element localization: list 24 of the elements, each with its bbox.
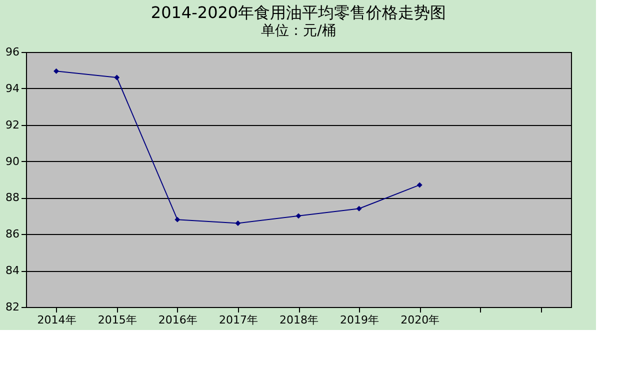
point [416, 182, 422, 188]
x-tick-label: 2019年 [340, 314, 380, 326]
point [296, 213, 302, 219]
point [174, 216, 180, 222]
point [114, 74, 120, 80]
y-tick-label: 90 [6, 154, 20, 168]
chart-subtitle: 单位：元/桶 [261, 23, 336, 39]
x-tick-label: 2018年 [280, 314, 318, 326]
x-tick-label: 2017年 [218, 314, 258, 326]
chart-title: 2014-2020年食用油平均零售价格走势图 [150, 3, 446, 22]
y-tick-label: 88 [6, 191, 20, 204]
y-tick-label: 96 [6, 46, 20, 58]
y-tick-label: 92 [6, 118, 20, 132]
x-tick-label: 2014年 [37, 314, 76, 326]
y-tick-label: 94 [6, 82, 20, 95]
x-tick-label: 2020年 [400, 314, 440, 326]
point [235, 220, 241, 226]
point [356, 206, 362, 212]
point [54, 68, 60, 74]
y-tick-label: 86 [6, 228, 20, 241]
y-tick-label: 84 [6, 264, 20, 278]
y-tick-label: 82 [6, 300, 20, 314]
x-tick-label: 2016年 [158, 314, 198, 326]
x-tick-label: 2015年 [98, 314, 137, 326]
